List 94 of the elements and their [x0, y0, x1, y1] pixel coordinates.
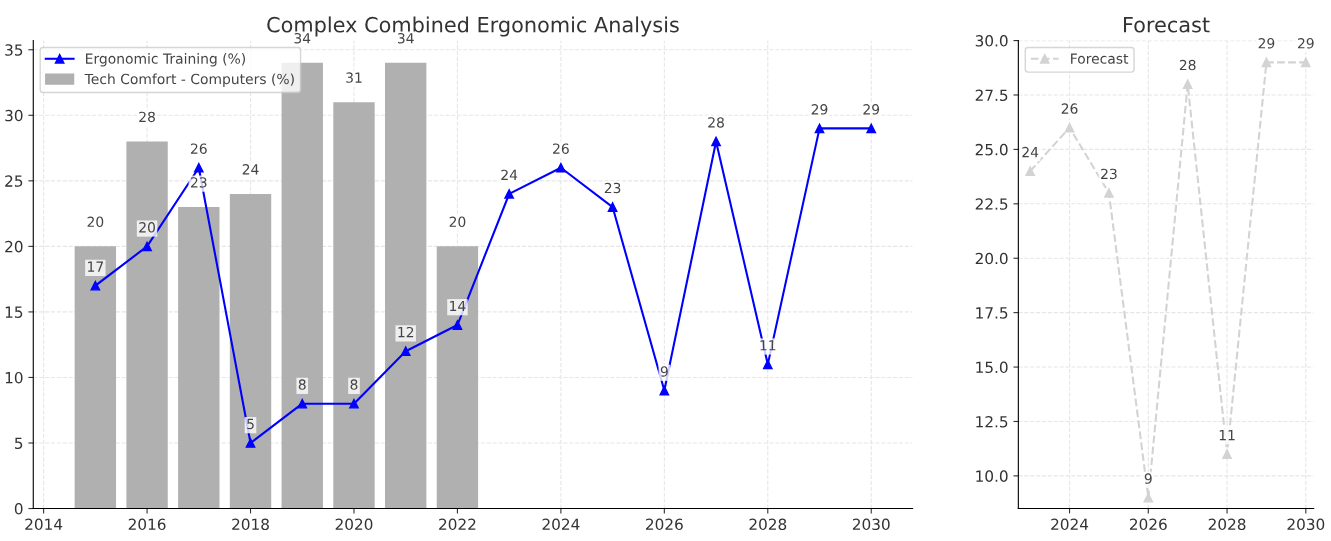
point [142, 241, 152, 252]
point [245, 438, 256, 448]
y-tick-label: 15 [5, 306, 23, 318]
data-label: 20 [87, 216, 104, 228]
x-tick-label: 2016 [128, 518, 166, 531]
point [866, 123, 877, 134]
x-tick-label: 2018 [232, 518, 269, 531]
y-tick-label: 30.0 [975, 35, 1008, 47]
bar [178, 207, 220, 509]
point [504, 189, 515, 199]
legend-label: Tech Comfort - Computers (%) [84, 73, 294, 87]
point [400, 346, 411, 357]
point [659, 385, 670, 396]
point [1182, 79, 1193, 89]
point [556, 162, 566, 173]
data-label: 23 [190, 177, 207, 188]
y-tick-label: 17.5 [976, 307, 1008, 319]
y-tick-label: 5 [15, 437, 23, 450]
x-tick-label: 2024 [542, 518, 580, 531]
data-label: 28 [708, 117, 724, 128]
point [1222, 449, 1232, 459]
point [1104, 188, 1114, 198]
bar [385, 62, 427, 509]
data-label: 23 [604, 182, 621, 194]
data-label: 28 [139, 111, 155, 123]
x-tick-label: 2030 [852, 518, 890, 531]
data-label: 8 [298, 379, 306, 390]
data-label: 29 [811, 104, 828, 115]
y-tick-label: 0 [14, 503, 23, 515]
data-label: 24 [1022, 146, 1039, 158]
data-label: 9 [660, 366, 668, 377]
data-label: 26 [553, 143, 569, 154]
x-tick-label: 2014 [25, 518, 63, 531]
y-tick-label: 20 [5, 240, 23, 253]
data-label: 20 [449, 216, 466, 228]
legend-label: Forecast [1071, 53, 1129, 64]
point [193, 162, 204, 173]
legend-label: Ergonomic Training (%) [86, 53, 246, 67]
y-tick-label: 12.5 [976, 415, 1008, 428]
data-label: 5 [247, 418, 254, 430]
y-tick-label: 10 [5, 371, 23, 384]
bar [229, 193, 272, 509]
data-label: 29 [863, 104, 880, 115]
bar [333, 102, 375, 509]
data-label: 29 [1258, 38, 1275, 49]
y-tick-label: 10.0 [976, 470, 1008, 482]
x-tick-label: 2028 [1208, 518, 1246, 531]
x-tick-label: 2030 [1287, 518, 1325, 531]
x-tick-label: 2026 [1129, 518, 1167, 531]
x-tick-label: 2020 [335, 518, 373, 531]
data-label: 24 [501, 169, 518, 180]
data-label: 9 [1144, 473, 1152, 484]
point [1064, 122, 1075, 133]
data-label: 24 [242, 164, 259, 175]
data-label: 11 [1219, 430, 1235, 441]
y-tick-label: 15.0 [976, 361, 1008, 374]
x-tick-label: 2026 [646, 518, 683, 531]
y-tick-label: 25.0 [975, 143, 1008, 156]
data-label: 26 [1061, 103, 1078, 114]
data-label: 23 [1101, 168, 1117, 180]
point [349, 398, 359, 409]
point [762, 359, 773, 370]
point [452, 320, 463, 330]
data-label: 17 [88, 261, 103, 272]
data-label: 26 [190, 143, 207, 154]
point [1300, 57, 1311, 68]
y-tick-label: 27.5 [975, 89, 1008, 102]
y-tick-label: 30 [5, 109, 23, 122]
bar [74, 246, 117, 509]
y-tick-label: 20.0 [975, 252, 1008, 265]
x-tick-label: 2022 [439, 518, 476, 531]
bar [126, 141, 168, 509]
data-label: 12 [398, 326, 414, 338]
point [297, 398, 308, 409]
point [1261, 57, 1272, 68]
y-tick-label: 25 [5, 175, 23, 187]
x-tick-label: 2024 [1051, 518, 1089, 531]
x-tick-label: 2028 [749, 518, 787, 531]
data-label: 11 [760, 340, 776, 351]
data-label: 29 [1298, 38, 1314, 49]
data-label: 31 [346, 72, 362, 83]
point [711, 136, 721, 147]
y-tick-label: 35 [5, 44, 23, 56]
point [607, 202, 618, 212]
y-tick-label: 22.5 [975, 198, 1008, 210]
data-label: 14 [450, 300, 466, 312]
data-label: 20 [139, 222, 155, 233]
chart-title: Forecast [1124, 17, 1210, 33]
data-label: 28 [1179, 59, 1196, 71]
bar [436, 246, 479, 509]
point [90, 280, 101, 291]
point [814, 123, 825, 134]
point [1025, 166, 1036, 177]
data-label: 8 [350, 379, 358, 390]
